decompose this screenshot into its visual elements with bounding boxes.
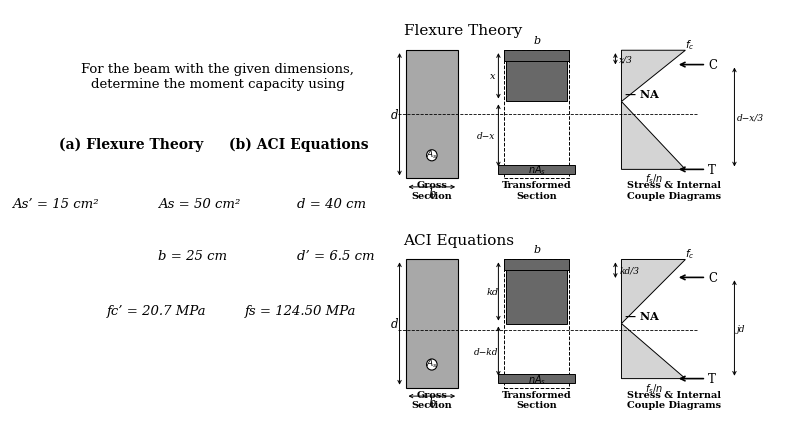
Text: (a) Flexure Theory: (a) Flexure Theory [59, 138, 204, 152]
Text: $nA_s$: $nA_s$ [527, 372, 546, 386]
Text: d: d [391, 317, 398, 330]
Text: $nA_s$: $nA_s$ [527, 163, 546, 177]
Bar [504, 260, 569, 271]
Text: Flexure Theory: Flexure Theory [403, 24, 522, 38]
Text: kd/3: kd/3 [619, 266, 639, 275]
Circle shape [427, 150, 437, 161]
Text: Stress & Internal
Couple Diagrams: Stress & Internal Couple Diagrams [627, 181, 721, 200]
Text: $f_c$: $f_c$ [686, 247, 695, 260]
Bar [499, 165, 575, 175]
Bar [406, 260, 458, 388]
Text: — NA: — NA [626, 311, 659, 322]
Text: d−x: d−x [477, 132, 495, 141]
Text: For the beam with the given dimensions,
determine the moment capacity using: For the beam with the given dimensions, … [81, 63, 354, 91]
Text: T: T [708, 372, 716, 385]
Text: fc’ = 20.7 MPa: fc’ = 20.7 MPa [107, 305, 206, 317]
Text: d−kd: d−kd [474, 347, 499, 356]
Polygon shape [622, 102, 686, 170]
Text: b: b [428, 187, 435, 200]
Text: $f_s/n$: $f_s/n$ [645, 381, 663, 394]
Bar [504, 51, 569, 179]
Text: T: T [708, 164, 716, 176]
Text: As = 50 cm²: As = 50 cm² [158, 198, 240, 211]
Text: d = 40 cm: d = 40 cm [296, 198, 366, 211]
Text: d’ = 6.5 cm: d’ = 6.5 cm [296, 249, 374, 262]
Text: $A_s$: $A_s$ [426, 357, 438, 370]
Text: (b) ACI Equations: (b) ACI Equations [229, 138, 369, 152]
Text: b: b [533, 245, 540, 255]
Text: $f_c$: $f_c$ [686, 38, 695, 52]
Text: $A_s$: $A_s$ [426, 148, 438, 161]
Text: kd: kd [487, 287, 499, 296]
Bar [507, 62, 567, 102]
Text: jd: jd [737, 324, 745, 333]
Bar [504, 260, 569, 388]
Text: As’ = 15 cm²: As’ = 15 cm² [12, 198, 98, 211]
Polygon shape [622, 51, 686, 102]
Text: fs = 124.50 MPa: fs = 124.50 MPa [245, 305, 356, 317]
Bar [504, 51, 569, 62]
Text: x: x [490, 72, 495, 81]
Text: Stress & Internal
Couple Diagrams: Stress & Internal Couple Diagrams [627, 390, 721, 409]
Text: d−x/3: d−x/3 [737, 113, 764, 122]
Text: $f_s/n$: $f_s/n$ [645, 172, 663, 186]
Bar [499, 374, 575, 383]
Text: Transformed
Section: Transformed Section [502, 181, 571, 200]
Bar [507, 271, 567, 324]
Text: — NA: — NA [626, 89, 659, 100]
Text: C: C [708, 271, 718, 284]
Text: x/3: x/3 [619, 55, 634, 64]
Bar [406, 51, 458, 179]
Polygon shape [622, 260, 686, 324]
Polygon shape [622, 324, 686, 379]
Text: d: d [391, 109, 398, 121]
Text: Transformed
Section: Transformed Section [502, 390, 571, 409]
Text: b: b [533, 36, 540, 46]
Text: b = 25 cm: b = 25 cm [158, 249, 228, 262]
Text: b: b [428, 396, 435, 409]
Text: Gross
Section: Gross Section [411, 181, 452, 200]
Text: ACI Equations: ACI Equations [403, 233, 515, 247]
Circle shape [427, 359, 437, 370]
Text: Gross
Section: Gross Section [411, 390, 452, 409]
Text: C: C [708, 59, 718, 72]
